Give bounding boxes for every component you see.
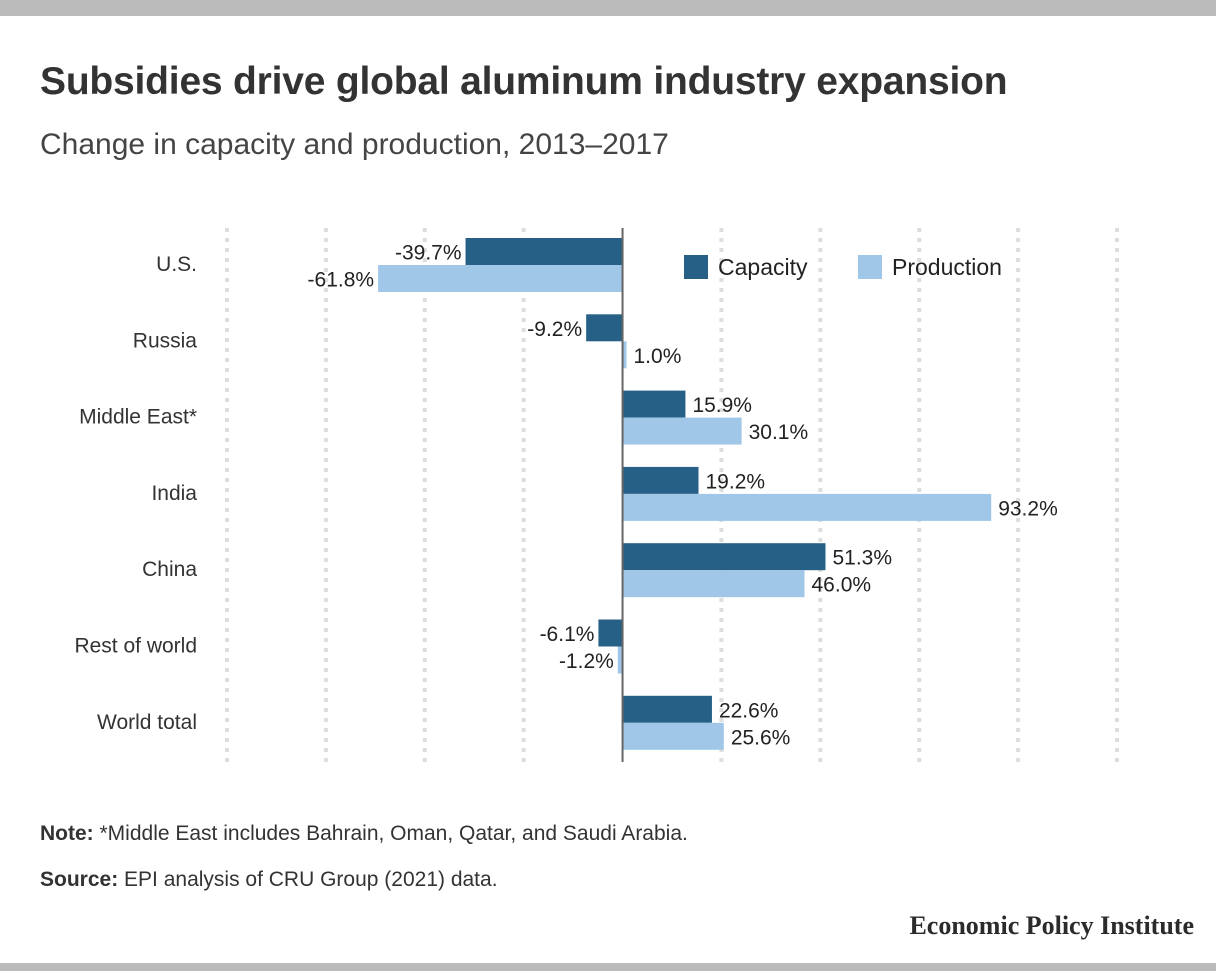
data-label: 25.6% <box>731 726 791 749</box>
bar-capacity <box>586 314 623 342</box>
data-label: -1.2% <box>559 650 614 673</box>
bar-capacity <box>465 238 623 265</box>
data-label: -39.7% <box>395 242 462 265</box>
category-label: India <box>151 482 197 505</box>
bar-capacity <box>622 390 686 418</box>
bar-production <box>622 417 742 445</box>
source-label: Source: <box>40 868 119 891</box>
category-label: Rest of world <box>74 635 197 658</box>
chart-subtitle: Change in capacity and production, 2013–… <box>40 128 669 161</box>
note-label: Note: <box>40 822 94 845</box>
data-label: 19.2% <box>706 470 766 493</box>
bar-capacity <box>622 466 699 494</box>
legend-swatch-production <box>858 255 882 279</box>
data-label: 46.0% <box>812 574 872 597</box>
data-label: -9.2% <box>527 318 582 341</box>
data-label: 93.2% <box>998 497 1058 520</box>
category-label: U.S. <box>156 253 197 276</box>
bar-production <box>622 493 992 521</box>
data-label: -6.1% <box>540 623 595 646</box>
bar-production <box>378 265 623 292</box>
category-label: China <box>142 558 197 581</box>
bar-production <box>617 646 623 674</box>
chart-source: Source: EPI analysis of CRU Group (2021)… <box>40 868 498 892</box>
bar-capacity <box>598 619 623 647</box>
note-text: *Middle East includes Bahrain, Oman, Qat… <box>93 822 688 845</box>
source-text: EPI analysis of CRU Group (2021) data. <box>118 868 498 891</box>
bar-production <box>622 341 627 369</box>
bar-production <box>622 570 805 598</box>
bar-production <box>622 722 724 750</box>
legend-label-production: Production <box>892 254 1002 280</box>
category-label: Middle East* <box>79 406 197 429</box>
brand-logo: Economic Policy Institute <box>909 911 1194 940</box>
data-label: 51.3% <box>832 547 892 570</box>
legend-swatch-capacity <box>684 255 708 279</box>
data-label: 30.1% <box>749 421 809 444</box>
data-label: 1.0% <box>634 345 682 368</box>
chart-note: Note: *Middle East includes Bahrain, Oma… <box>40 822 688 846</box>
data-label: 15.9% <box>692 394 752 417</box>
bottom-border <box>0 963 1216 971</box>
data-label: 22.6% <box>719 699 779 722</box>
bar-capacity <box>622 695 712 723</box>
category-label: World total <box>97 711 197 734</box>
top-border <box>0 0 1216 16</box>
bar-capacity <box>622 543 826 571</box>
legend-label-capacity: Capacity <box>718 254 808 280</box>
bar-chart: U.S. -39.7% -61.8% Russia -9.2% 1.0% Middle Ea… <box>74 228 1119 762</box>
category-label: Russia <box>133 329 198 352</box>
chart-title: Subsidies drive global aluminum industry… <box>40 60 1008 103</box>
data-label: -61.8% <box>308 269 375 292</box>
